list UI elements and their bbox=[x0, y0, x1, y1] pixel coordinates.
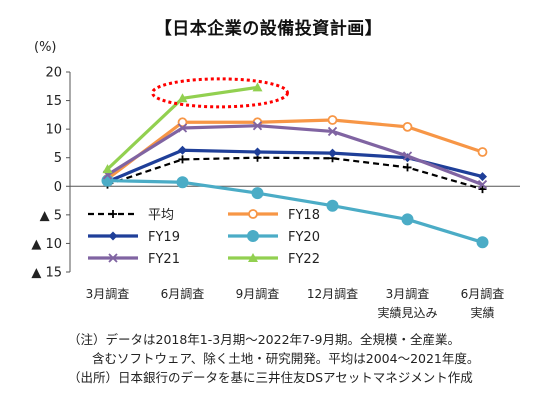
x-tick-label: 6月調査 bbox=[461, 287, 505, 301]
legend-marker bbox=[108, 253, 118, 263]
y-tick-label: ▲ 15 bbox=[31, 266, 62, 281]
data-point bbox=[327, 126, 338, 137]
data-point bbox=[327, 115, 338, 125]
series-line bbox=[107, 156, 483, 191]
legend-marker bbox=[247, 230, 259, 242]
highlight-ellipse bbox=[151, 77, 289, 109]
data-point bbox=[177, 123, 188, 133]
legend-item: FY18 bbox=[228, 208, 320, 223]
data-point bbox=[176, 176, 189, 189]
data-point bbox=[477, 179, 488, 190]
x-tick-sublabel: 実績見込み bbox=[377, 305, 437, 320]
highlight-layer bbox=[151, 77, 289, 109]
x-tick-label: 6月調査 bbox=[161, 287, 205, 301]
y-tick-label: 0 bbox=[54, 180, 62, 195]
y-tick-label: 15 bbox=[45, 94, 62, 109]
source-line: （出所）日本銀行のデータを基に三井住友DSアセットマネジメント作成 bbox=[68, 370, 473, 385]
legend-marker bbox=[109, 210, 117, 218]
note-line-2: 含むソフトウェア、除く土地・研究開発。平均は2004～2021年度。 bbox=[92, 351, 480, 366]
x-tick-sublabel: 実績 bbox=[470, 305, 494, 320]
data-point bbox=[402, 151, 413, 161]
legend-item: FY21 bbox=[88, 252, 180, 267]
legend-label: 平均 bbox=[148, 208, 174, 223]
series-line bbox=[106, 124, 484, 187]
legend-label: FY22 bbox=[288, 252, 320, 267]
y-tick-label: ▲ 5 bbox=[40, 208, 62, 223]
data-point bbox=[102, 164, 113, 174]
legend: 平均 FY18 FY19 FY20 FY21 FY22 bbox=[88, 208, 320, 267]
x-tick-label: 9月調査 bbox=[236, 287, 280, 301]
series-line bbox=[106, 148, 483, 184]
data-point bbox=[178, 155, 187, 164]
axis-layer: 20 15 10 5 0 ▲ 5 ▲ 10 ▲ 15 3月調査 6月調査 9月調査 12月調査 3月調査… bbox=[31, 66, 520, 320]
x-tick-label: 3月調査 bbox=[86, 287, 130, 301]
chart-title: 【日本企業の設備投資計画】 bbox=[154, 19, 383, 39]
legend-item: FY22 bbox=[228, 252, 320, 267]
data-point bbox=[101, 174, 114, 187]
data-point bbox=[178, 145, 187, 155]
data-point bbox=[177, 93, 188, 103]
y-tick-label: 10 bbox=[45, 123, 62, 138]
legend-item: FY20 bbox=[228, 230, 320, 245]
series-line bbox=[107, 178, 483, 244]
note-line-1: （注）データは2018年1-3月期～2022年7-9月期。全規模・全産業。 bbox=[68, 332, 460, 347]
data-point bbox=[252, 82, 263, 92]
y-tick-label: 20 bbox=[45, 66, 62, 81]
data-point bbox=[401, 213, 414, 226]
legend-marker bbox=[108, 231, 118, 241]
x-tick-label: 12月調査 bbox=[307, 287, 358, 301]
legend-label: FY21 bbox=[148, 252, 180, 267]
legend-marker bbox=[248, 209, 258, 219]
data-point bbox=[476, 236, 489, 249]
x-tick-label: 3月調査 bbox=[386, 287, 430, 301]
legend-label: FY18 bbox=[288, 208, 320, 223]
legend-item: FY19 bbox=[88, 230, 180, 245]
series-fy22 bbox=[102, 82, 263, 174]
data-point bbox=[402, 121, 413, 132]
y-tick-label: ▲ 10 bbox=[31, 237, 62, 252]
data-point bbox=[326, 199, 339, 212]
data-point bbox=[478, 172, 487, 182]
data-point bbox=[251, 187, 264, 200]
legend-item: 平均 bbox=[88, 208, 174, 223]
series-line bbox=[106, 118, 484, 181]
series-fy18 bbox=[102, 115, 488, 184]
series-layer bbox=[101, 82, 489, 249]
data-point bbox=[328, 148, 337, 158]
y-axis-unit: (%) bbox=[34, 40, 57, 55]
legend-label: FY20 bbox=[288, 230, 320, 245]
legend-marker bbox=[248, 253, 258, 262]
series-fy21 bbox=[102, 121, 488, 190]
y-tick-label: 5 bbox=[54, 151, 62, 166]
data-point bbox=[253, 147, 262, 157]
data-point bbox=[177, 117, 188, 128]
legend-label: FY19 bbox=[148, 230, 180, 245]
data-point bbox=[478, 185, 487, 194]
data-point bbox=[252, 121, 263, 131]
data-point bbox=[403, 163, 412, 172]
data-point bbox=[477, 147, 488, 157]
